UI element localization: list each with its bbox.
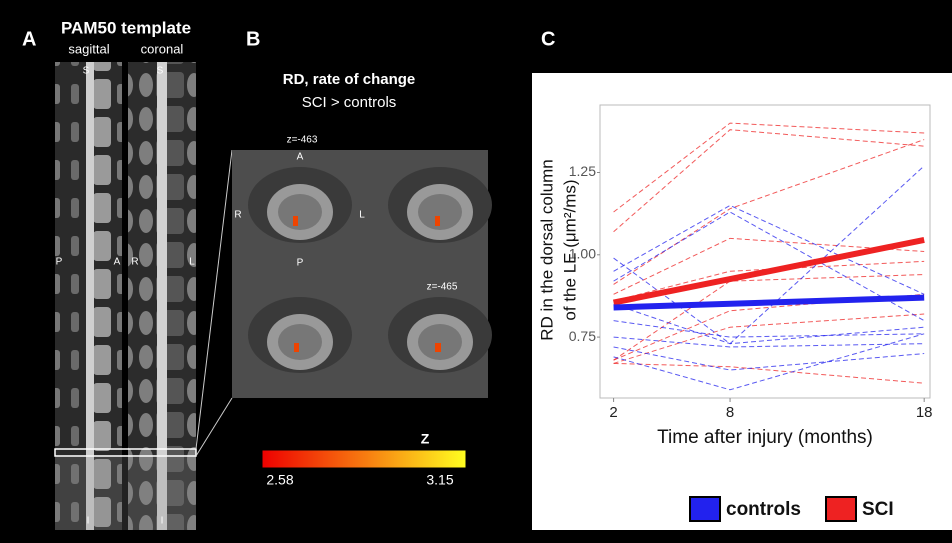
panel-subtitle: SCI > controls	[302, 94, 397, 111]
selection-box	[54, 448, 197, 457]
x-tick-label: 18	[916, 404, 933, 421]
orientation-label: A	[297, 152, 304, 163]
legend-swatch	[689, 496, 721, 522]
subject-line	[613, 129, 925, 233]
spinal-canal	[157, 62, 167, 530]
orientation-label: L	[189, 257, 195, 268]
panel-letter: A	[22, 28, 36, 50]
legend-label: SCI	[862, 499, 894, 520]
subject-line	[613, 211, 925, 322]
x-tick-label: 2	[609, 404, 617, 421]
orientation-label: R	[131, 257, 138, 268]
subject-line	[613, 204, 925, 295]
legend-label: controls	[726, 499, 801, 520]
y-tick-label: 1.00	[569, 245, 596, 261]
x-tick-label: 8	[726, 404, 734, 421]
subject-line	[613, 333, 925, 391]
slice-label: z=-465	[427, 282, 458, 293]
colorbar-tick: 2.58	[266, 472, 293, 488]
spinal-canal	[86, 62, 94, 530]
colorbar-tick: 3.15	[426, 472, 453, 488]
cross-sections	[248, 167, 492, 373]
mean-line	[612, 237, 925, 306]
subject-line	[613, 122, 925, 213]
subject-line	[613, 336, 925, 348]
y-tick-label: 0.75	[569, 328, 596, 344]
orientation-label: S	[157, 66, 164, 77]
orientation-label: L	[359, 210, 365, 221]
subject-line	[613, 313, 925, 364]
legend-swatch	[825, 496, 857, 522]
plot-frame	[599, 104, 931, 399]
chart: 0.75 1.00 1.25 2 8 18 Time after injury (month…	[537, 122, 933, 522]
panel-letter: C	[541, 28, 555, 50]
view-label: coronal	[141, 41, 184, 56]
panel-title: RD, rate of change	[283, 71, 416, 88]
orientation-label: A	[114, 257, 121, 268]
view-label: sagittal	[68, 41, 109, 56]
colorbar	[261, 449, 467, 469]
orientation-label: I	[161, 516, 164, 527]
orientation-label: S	[83, 66, 90, 77]
orientation-label: R	[234, 210, 241, 221]
mean-line	[613, 294, 925, 311]
subject-line	[613, 303, 925, 345]
zoom-line	[195, 149, 233, 450]
y-axis-label: of the LE (μm²/ms)	[560, 179, 579, 320]
y-tick-label: 1.25	[569, 163, 596, 179]
panel-letter: B	[246, 28, 260, 50]
zoom-line	[195, 397, 233, 457]
y-axis-label: RD in the dorsal column	[537, 159, 556, 340]
shade	[55, 455, 196, 530]
colorbar-label: Z	[421, 431, 430, 447]
subject-line	[613, 237, 925, 295]
orientation-label: P	[297, 258, 304, 269]
orientation-label: I	[87, 516, 90, 527]
subject-line	[613, 346, 925, 371]
subject-line	[613, 139, 925, 285]
subject-line	[613, 362, 925, 384]
orientation-label: P	[56, 257, 63, 268]
x-axis-label: Time after injury (months)	[657, 427, 873, 448]
panel-title: PAM50 template	[61, 18, 191, 37]
slice-label: z=-463	[287, 135, 318, 146]
